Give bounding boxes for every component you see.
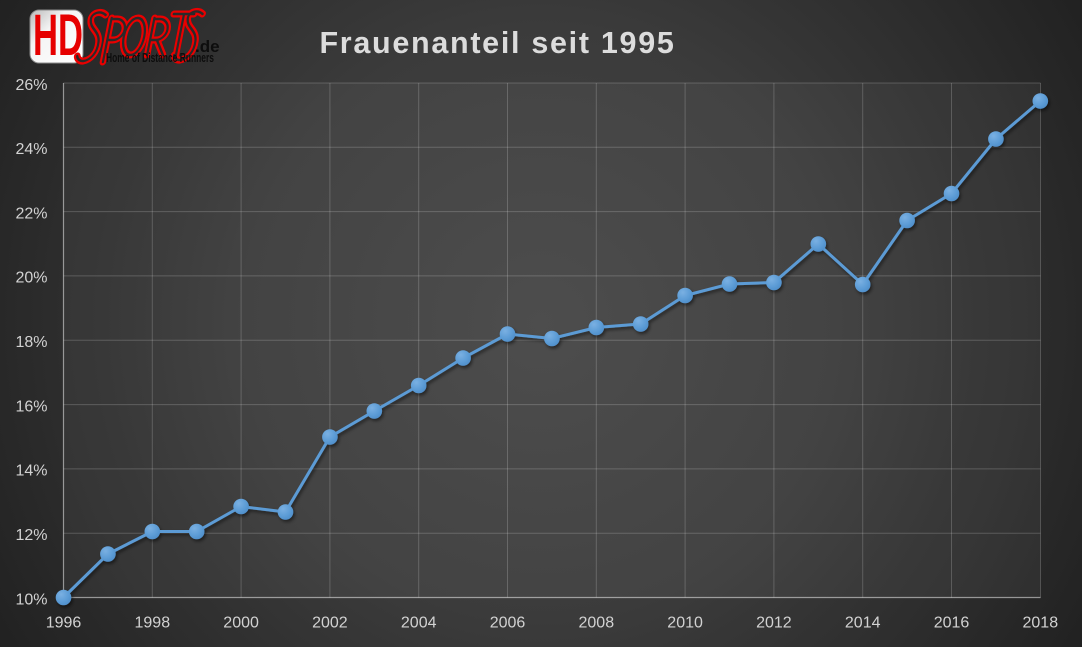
svg-text:2004: 2004 bbox=[401, 615, 437, 632]
svg-text:1998: 1998 bbox=[135, 615, 171, 632]
svg-text:18%: 18% bbox=[15, 334, 47, 351]
svg-text:12%: 12% bbox=[15, 527, 47, 544]
svg-text:Frauenanteil seit 1995: Frauenanteil seit 1995 bbox=[319, 26, 675, 60]
svg-text:14%: 14% bbox=[15, 463, 47, 480]
svg-text:2016: 2016 bbox=[934, 615, 970, 632]
svg-text:2008: 2008 bbox=[579, 615, 615, 632]
svg-text:2012: 2012 bbox=[756, 615, 792, 632]
svg-text:26%: 26% bbox=[15, 77, 47, 94]
svg-text:2018: 2018 bbox=[1023, 615, 1059, 632]
svg-text:.de: .de bbox=[195, 37, 220, 56]
svg-text:22%: 22% bbox=[15, 205, 47, 222]
svg-text:16%: 16% bbox=[15, 398, 47, 415]
svg-text:2000: 2000 bbox=[223, 615, 259, 632]
svg-text:2002: 2002 bbox=[312, 615, 348, 632]
svg-text:10%: 10% bbox=[15, 591, 47, 608]
svg-text:2006: 2006 bbox=[490, 615, 526, 632]
svg-text:20%: 20% bbox=[15, 270, 47, 287]
svg-text:2010: 2010 bbox=[667, 615, 703, 632]
svg-text:1996: 1996 bbox=[46, 615, 82, 632]
svg-text:24%: 24% bbox=[15, 141, 47, 158]
svg-text:2014: 2014 bbox=[845, 615, 881, 632]
svg-text:Home of Distance Runners: Home of Distance Runners bbox=[106, 50, 214, 65]
